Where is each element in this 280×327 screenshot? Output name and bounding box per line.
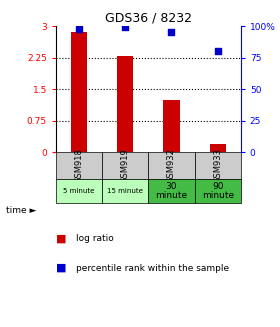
- Bar: [148, 179, 195, 203]
- Bar: [195, 179, 241, 203]
- Point: [123, 25, 127, 30]
- Bar: [56, 179, 102, 203]
- Point: [169, 30, 174, 35]
- Text: 15 minute: 15 minute: [107, 188, 143, 194]
- Text: ■: ■: [56, 234, 67, 244]
- Bar: [102, 152, 148, 179]
- Point: [77, 26, 81, 31]
- Text: 30
minute: 30 minute: [155, 182, 188, 200]
- Bar: [102, 179, 148, 203]
- Bar: [56, 152, 102, 179]
- Bar: [148, 152, 195, 179]
- Bar: [117, 56, 133, 152]
- Bar: [71, 32, 87, 152]
- Point: [215, 49, 220, 54]
- Text: 90
minute: 90 minute: [202, 182, 234, 200]
- Text: GSM919: GSM919: [121, 148, 130, 183]
- Text: time ►: time ►: [6, 206, 36, 215]
- Text: GSM932: GSM932: [167, 148, 176, 183]
- Text: GSM918: GSM918: [74, 148, 84, 183]
- Title: GDS36 / 8232: GDS36 / 8232: [105, 12, 192, 25]
- Bar: [210, 144, 226, 152]
- Text: log ratio: log ratio: [76, 234, 113, 243]
- Bar: [195, 152, 241, 179]
- Text: percentile rank within the sample: percentile rank within the sample: [76, 264, 229, 273]
- Text: 5 minute: 5 minute: [63, 188, 95, 194]
- Text: GSM933: GSM933: [213, 148, 222, 183]
- Bar: [164, 100, 179, 152]
- Text: ■: ■: [56, 263, 67, 273]
